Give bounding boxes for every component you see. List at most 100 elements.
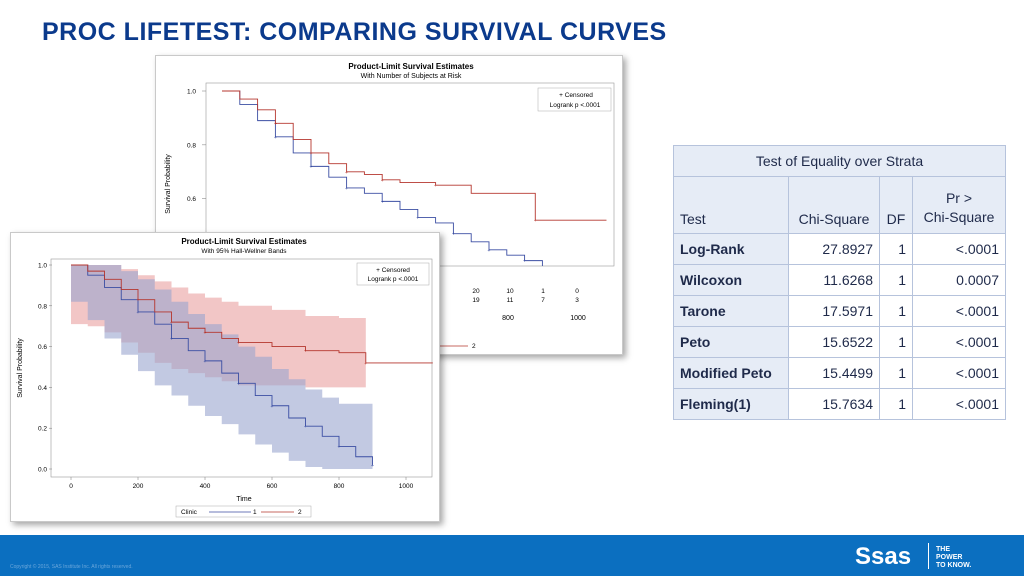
back-censor-mark: + <box>488 248 491 254</box>
back-censor-mark: + <box>310 164 313 170</box>
censor-mark: + <box>137 310 140 316</box>
censor-mark: + <box>137 298 140 304</box>
equality-test-table: Test of Equality over Strata Test Chi-Sq… <box>673 145 1006 420</box>
row-test-name: Wilcoxon <box>673 264 789 296</box>
risk-count-clinic-1: 10 <box>506 288 514 295</box>
row-df: 1 <box>879 264 913 296</box>
front-xtick-label: 200 <box>133 483 144 490</box>
col-header-pr-line1: Pr > <box>945 190 973 206</box>
back-censor-mark: + <box>523 259 526 265</box>
row-test-name: Fleming(1) <box>673 388 789 420</box>
back-ytick-label: 0.6 <box>187 196 196 203</box>
back-censor-mark: + <box>434 183 437 189</box>
clinic-legend-item-2: 2 <box>298 509 302 516</box>
table-caption: Test of Equality over Strata <box>673 145 1006 177</box>
censor-mark: + <box>271 404 274 410</box>
row-df: 1 <box>879 326 913 358</box>
back-plot-subtitle: With Number of Subjects at Risk <box>361 73 462 80</box>
risk-count-clinic-1: 0 <box>575 288 579 295</box>
row-chi-square: 17.5971 <box>788 295 880 327</box>
back-censor-mark: + <box>345 186 348 192</box>
tagline-line-3: TO KNOW. <box>936 562 972 569</box>
censor-mark: + <box>170 320 173 326</box>
col-header-pr-line2: Chi-Square <box>923 209 995 225</box>
front-plot-title: Product-Limit Survival Estimates <box>181 237 307 246</box>
table-row: Log-Rank 27.8927 1 <.0001 <box>673 233 1006 265</box>
back-legend-box <box>537 87 612 112</box>
col-header-pr: Pr > Chi-Square <box>912 176 1006 234</box>
front-xtick-label: 800 <box>334 483 345 490</box>
front-legend-censored: + Censored <box>376 267 410 274</box>
row-df: 1 <box>879 233 913 265</box>
front-xlabel: Time <box>236 496 251 503</box>
front-legend-box <box>356 262 430 286</box>
front-plot-subtitle: With 95% Hall-Wellner Bands <box>201 248 287 255</box>
table-row: Fleming(1) 15.7634 1 <.0001 <box>673 388 1006 420</box>
risk-count-clinic-2: 7 <box>541 297 545 304</box>
row-chi-square: 11.6268 <box>788 264 880 296</box>
censor-mark: + <box>304 424 307 430</box>
risk-count-clinic-2: 11 <box>507 297 514 304</box>
back-legend-label-2: 2 <box>472 343 476 350</box>
censor-mark: + <box>371 463 374 469</box>
survival-curve-2 <box>71 264 433 364</box>
tagline-line-1: THE <box>936 546 950 553</box>
censor-mark: + <box>204 330 207 336</box>
risk-count-clinic-2: 3 <box>575 297 579 304</box>
footer-bar: Copyright © 2015, SAS Institute Inc. All… <box>0 535 1024 576</box>
censor-mark: + <box>364 361 367 367</box>
row-df: 1 <box>879 295 913 327</box>
censor-mark: + <box>237 381 240 387</box>
row-p-value: <.0001 <box>912 326 1006 358</box>
front-xtick-label: 400 <box>200 483 211 490</box>
row-chi-square: 15.4499 <box>788 357 880 389</box>
back-censor-mark: + <box>534 218 537 224</box>
front-ytick-label: 0.4 <box>38 385 47 392</box>
back-survival-curve-1 <box>222 90 543 266</box>
table-row: Wilcoxon 11.6268 1 0.0007 <box>673 264 1006 296</box>
row-df: 1 <box>879 357 913 389</box>
col-header-test-label: Test <box>680 211 706 227</box>
front-xtick-label: 600 <box>267 483 278 490</box>
censor-mark: + <box>338 445 341 451</box>
censor-mark: + <box>304 349 307 355</box>
survival-curve-1 <box>71 264 373 465</box>
row-p-value: <.0001 <box>912 233 1006 265</box>
row-test-name: Tarone <box>673 295 789 327</box>
tagline-line-2: POWER <box>936 554 963 561</box>
front-plot-frame <box>50 258 433 478</box>
back-censor-mark: + <box>274 135 277 141</box>
back-xtick-1000: 1000 <box>570 315 586 322</box>
row-chi-square: 27.8927 <box>788 233 880 265</box>
back-ytick-label: 0.8 <box>187 142 196 149</box>
back-legend-censored: + Censored <box>559 92 593 99</box>
clinic-legend-box <box>175 505 312 518</box>
front-ytick-label: 0.0 <box>38 467 47 474</box>
back-legend-logrank: Logrank p <.0001 <box>550 102 601 109</box>
censor-mark: + <box>237 341 240 347</box>
front-ytick-label: 0.2 <box>38 426 47 433</box>
back-plot-title: Product-Limit Survival Estimates <box>348 62 474 71</box>
row-test-name: Peto <box>673 326 789 358</box>
back-censor-mark: + <box>310 151 313 157</box>
table-row: Tarone 17.5971 1 <.0001 <box>673 295 1006 327</box>
front-ytick-label: 1.0 <box>38 263 47 270</box>
col-header-df-label: DF <box>886 211 906 227</box>
row-chi-square: 15.7634 <box>788 388 880 420</box>
row-p-value: <.0001 <box>912 357 1006 389</box>
col-header-test: Test <box>673 176 789 234</box>
col-header-chi: Chi-Square <box>788 176 880 234</box>
back-survival-curve-2 <box>222 90 607 221</box>
back-xtick-800: 800 <box>502 315 514 322</box>
table-row: Peto 15.6522 1 <.0001 <box>673 326 1006 358</box>
row-chi-square: 15.6522 <box>788 326 880 358</box>
front-ytick-label: 0.8 <box>38 303 47 310</box>
censor-mark: + <box>204 359 207 365</box>
front-legend-logrank: Logrank p <.0001 <box>368 276 419 283</box>
risk-count-clinic-2: 19 <box>472 297 480 304</box>
row-test-name: Modified Peto <box>673 357 789 389</box>
back-censor-mark: + <box>345 170 348 176</box>
tagline: THE POWER TO KNOW. <box>936 546 971 570</box>
slide-title: PROC LIFETEST: COMPARING SURVIVAL CURVES <box>42 18 667 46</box>
back-censor-mark: + <box>381 199 384 205</box>
